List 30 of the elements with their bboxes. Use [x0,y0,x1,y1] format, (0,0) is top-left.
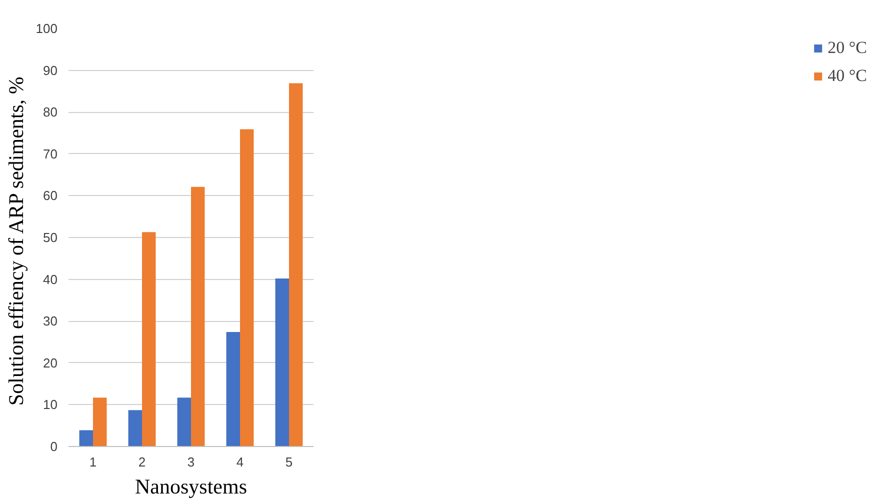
bar [177,398,191,446]
y-tick-label: 90 [43,62,58,78]
y-tick-label: 30 [43,314,58,329]
bar [226,332,240,446]
bar [289,83,303,446]
x-axis-title: Nanosystems [135,474,248,498]
x-tick-label: 4 [236,454,244,470]
y-tick-label: 0 [50,439,58,454]
bar [79,430,93,446]
bar [142,232,156,446]
y-tick-label: 100 [36,21,58,36]
legend-label: 40 °C [828,66,867,86]
x-tick-label: 2 [138,454,146,470]
bar [240,129,254,446]
y-axis-title: Solution effiency of ARP sediments, % [4,76,28,406]
y-tick-label: 20 [43,355,58,370]
y-tick-label: 60 [43,188,58,204]
y-tick-label: 50 [43,230,58,245]
y-tick-label: 70 [43,146,58,162]
x-tick-label: 3 [187,454,195,470]
y-tick-label: 10 [43,397,58,412]
bar [93,398,107,446]
x-tick-label: 5 [285,454,293,470]
x-tick-label: 1 [89,454,97,470]
y-tick-label: 40 [43,272,58,287]
bar [191,186,205,446]
bar [275,278,289,446]
bar [128,410,142,446]
y-tick-label: 80 [43,104,58,120]
legend-label: 20 °C [828,38,867,58]
